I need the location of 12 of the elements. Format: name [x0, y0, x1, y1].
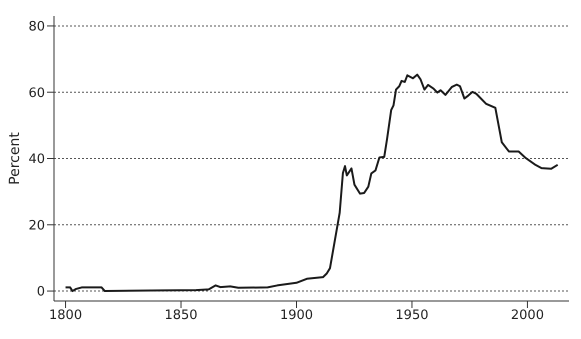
y-tick-label: 60: [28, 86, 45, 101]
y-axis-title: Percent: [6, 132, 23, 185]
x-tick-label: 1800: [49, 308, 82, 324]
y-tick-label: 20: [28, 218, 45, 234]
y-tick-label: 40: [28, 152, 45, 168]
line-series: [64, 74, 559, 292]
y-tick-label: 80: [28, 20, 45, 35]
x-tick-label: 2000: [510, 308, 544, 324]
x-tick-label: 1950: [395, 308, 429, 324]
y-tick-label: 0: [36, 284, 45, 300]
x-tick-label: 1900: [280, 308, 314, 324]
x-tick-label: 1850: [164, 308, 198, 324]
